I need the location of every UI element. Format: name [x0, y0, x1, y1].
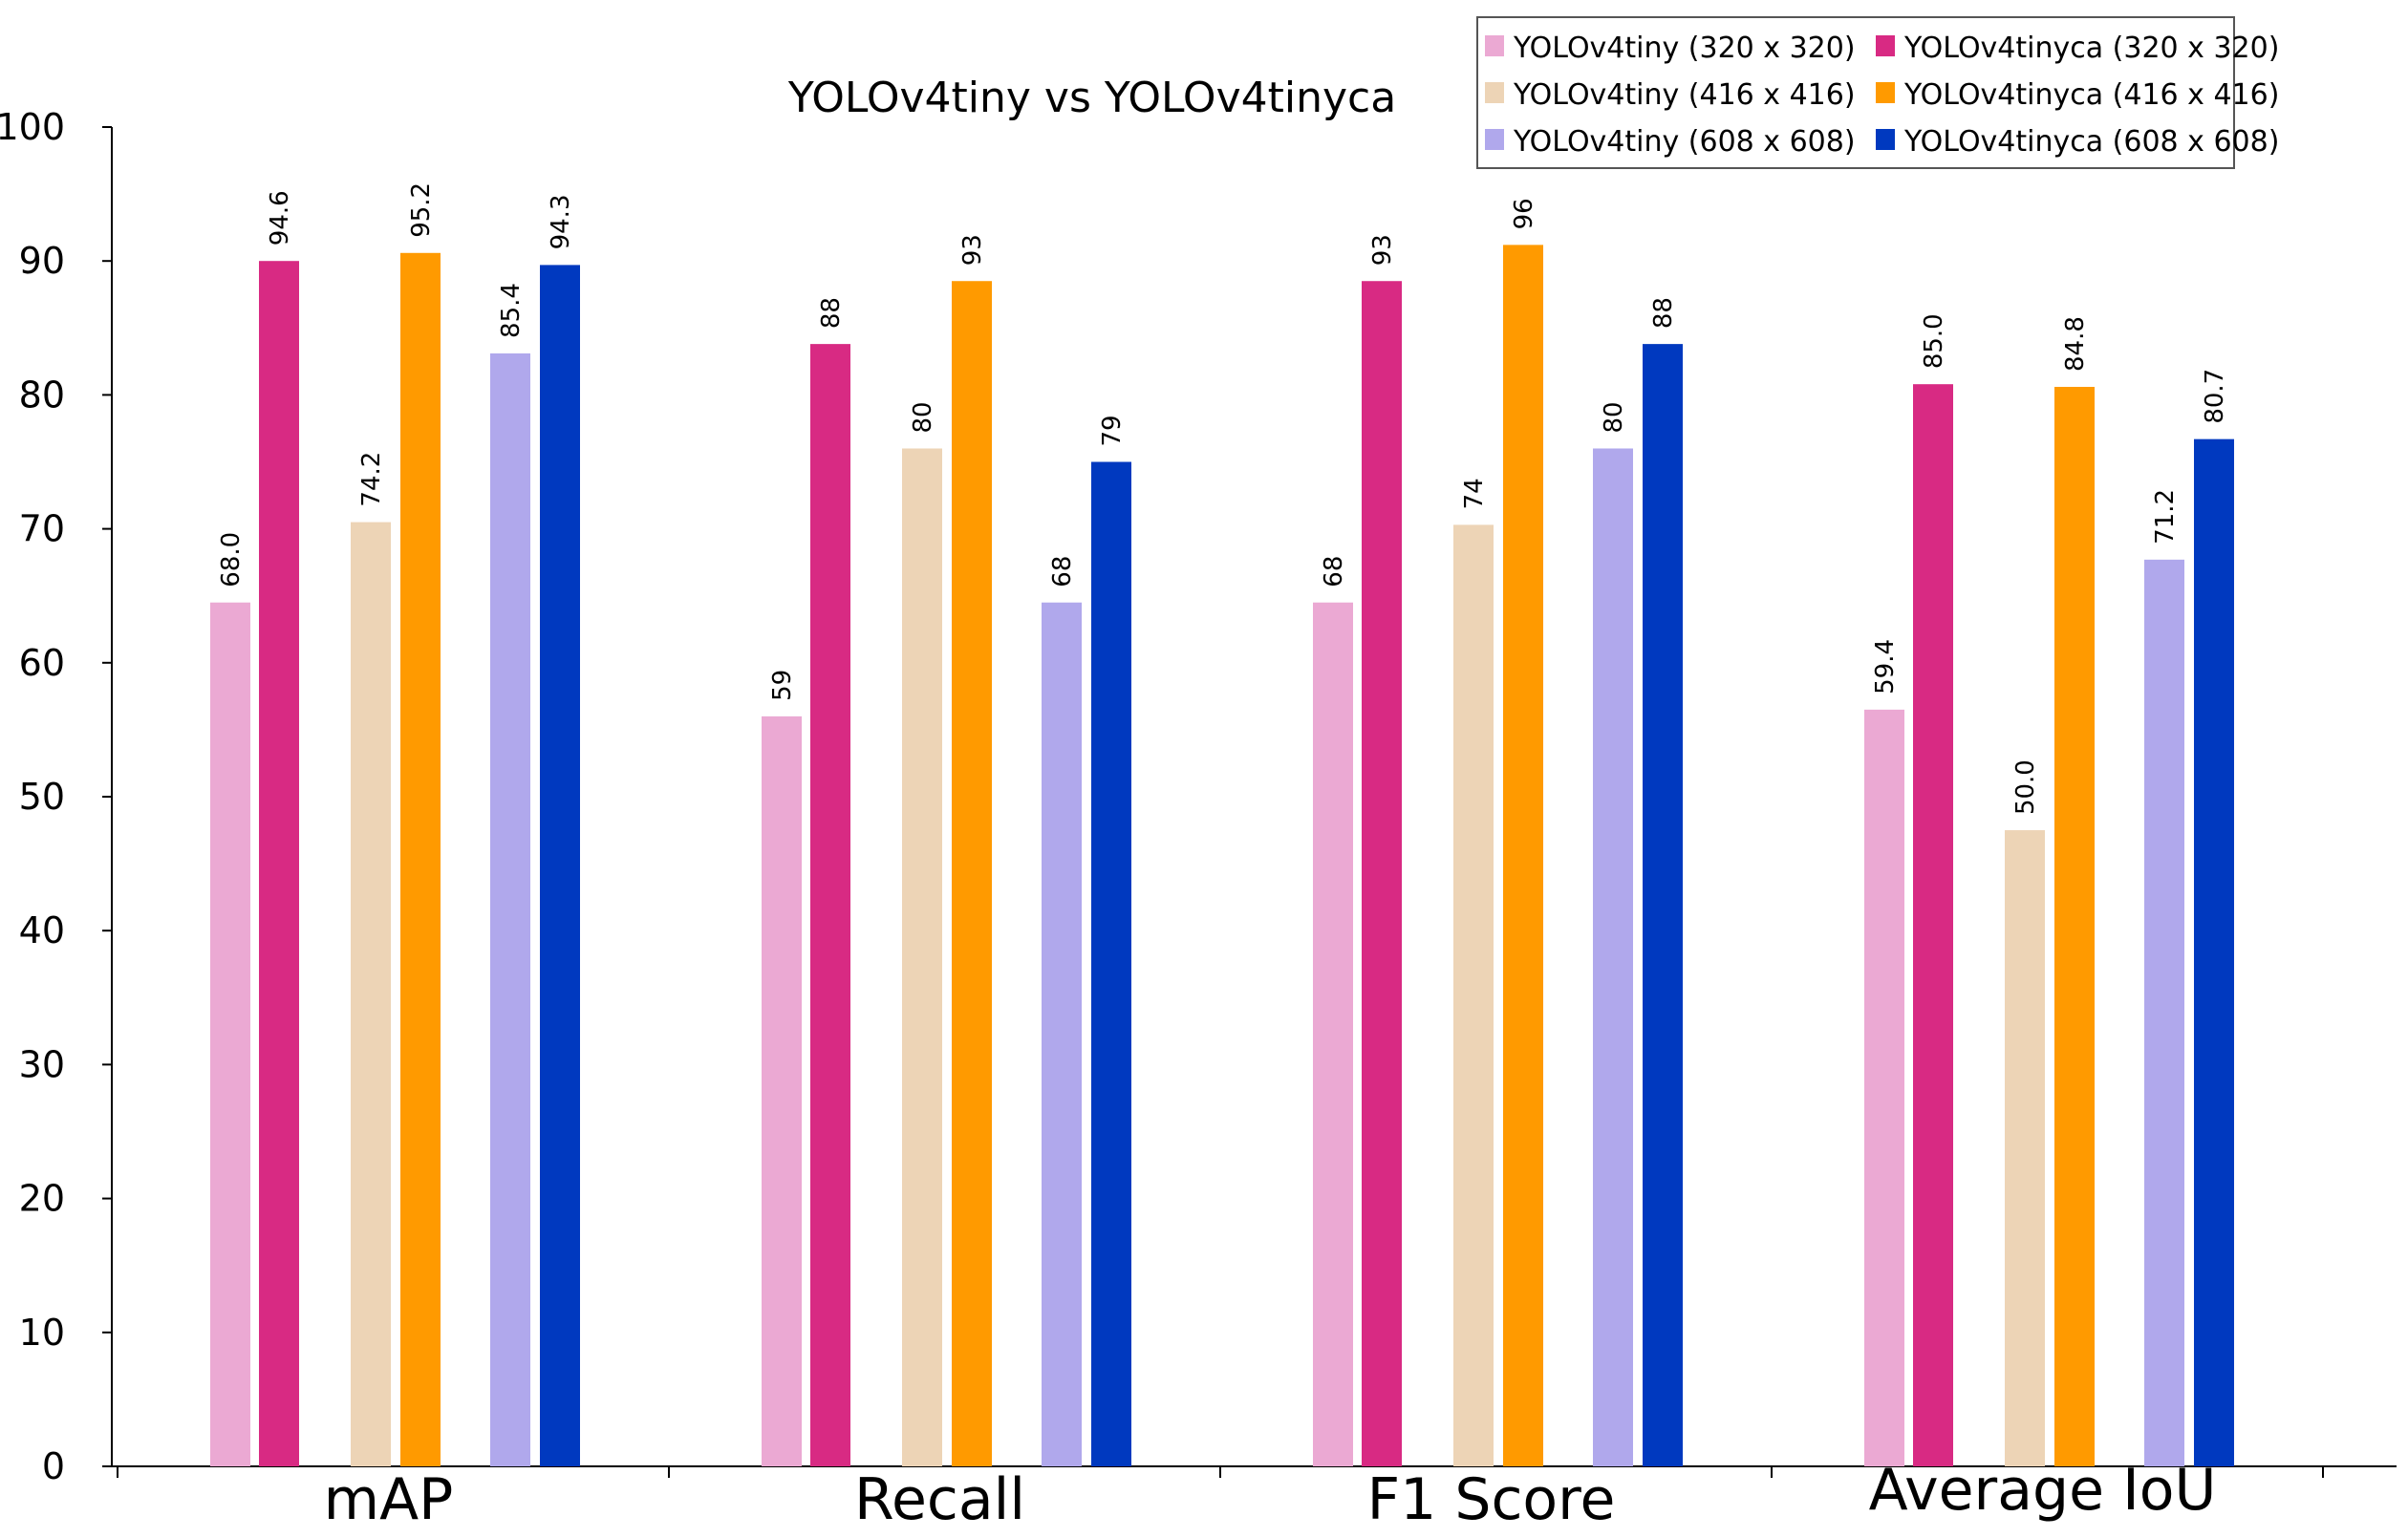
bar	[2194, 438, 2234, 1466]
data-label: 68.0	[217, 532, 246, 587]
category-label: mAP	[324, 1466, 454, 1533]
bar	[351, 522, 391, 1466]
legend-swatch	[1876, 82, 1895, 103]
legend-swatch	[1876, 129, 1895, 150]
legend-swatch	[1485, 82, 1504, 103]
bar	[2054, 386, 2095, 1466]
data-label: 96	[1510, 198, 1538, 229]
legend-swatch	[1876, 35, 1895, 56]
bar	[1643, 344, 1683, 1466]
data-label: 74.2	[357, 452, 386, 507]
chart-title: YOLOv4tiny vs YOLOv4tinyca	[787, 74, 1396, 122]
bar	[1503, 245, 1543, 1467]
bar	[540, 265, 580, 1466]
bar	[2005, 830, 2045, 1466]
bar	[1042, 602, 1082, 1466]
bar	[1362, 281, 1402, 1467]
legend: YOLOv4tiny (320 x 320) YOLOv4tinyca (320 …	[1476, 16, 2279, 169]
legend-label: YOLOv4tiny (320 x 320)	[1513, 32, 1856, 65]
legend-swatch	[1485, 35, 1504, 56]
legend-label: YOLOv4tinyca (416 x 416)	[1903, 78, 2279, 112]
bar	[1593, 448, 1633, 1467]
legend-label: YOLOv4tinyca (320 x 320)	[1903, 32, 2279, 65]
bar	[2144, 559, 2184, 1466]
data-label: 74	[1460, 478, 1489, 509]
y-tick-label: 80	[19, 374, 65, 416]
plot-area: 0 10 20 30 40 50 60 70 80 90 100 mAP Recall F1 Score A…	[0, 106, 2397, 1533]
y-tick-label: 90	[19, 240, 65, 282]
bar	[400, 252, 441, 1467]
category-label: F1 Score	[1367, 1466, 1616, 1533]
data-label: 59.4	[1871, 639, 1900, 694]
y-tick-label: 10	[19, 1312, 65, 1354]
data-label: 88	[817, 297, 846, 329]
bar	[259, 261, 299, 1467]
bar	[490, 352, 530, 1466]
legend-label: YOLOv4tinyca (608 x 608)	[1903, 125, 2279, 159]
bar	[1091, 461, 1131, 1466]
data-label: 80	[909, 401, 937, 433]
bar	[210, 602, 250, 1466]
data-label: 88	[1649, 297, 1678, 329]
data-label: 59	[768, 670, 797, 701]
data-label: 80.7	[2201, 369, 2229, 424]
data-label: 80	[1600, 401, 1628, 433]
data-label: 85.4	[497, 283, 526, 338]
legend-box	[1476, 16, 2235, 169]
data-label: 85.0	[1920, 313, 1948, 369]
y-tick-label: 30	[19, 1043, 65, 1085]
bar	[1864, 709, 1904, 1466]
y-tick-label: 100	[0, 106, 65, 148]
data-label: 79	[1098, 415, 1127, 446]
data-label: 94.3	[547, 195, 575, 250]
legend-swatch	[1485, 129, 1504, 150]
category-label: Average IoU	[1869, 1457, 2217, 1524]
data-label: 95.2	[407, 182, 436, 238]
legend-label: YOLOv4tiny (608 x 608)	[1513, 125, 1856, 159]
y-tick-label: 50	[19, 776, 65, 818]
y-tick-label: 70	[19, 508, 65, 550]
data-label: 84.8	[2061, 316, 2090, 372]
y-tick-label: 60	[19, 642, 65, 684]
data-label: 93	[958, 234, 987, 266]
bar	[1453, 524, 1494, 1466]
data-label: 71.2	[2151, 489, 2180, 545]
y-tick-label: 0	[42, 1445, 65, 1487]
data-label: 94.6	[266, 190, 294, 246]
data-label: 93	[1368, 234, 1397, 266]
bar	[952, 281, 992, 1467]
data-label: 50.0	[2011, 759, 2040, 815]
category-label: Recall	[854, 1466, 1025, 1533]
bar	[1913, 384, 1953, 1467]
legend-label: YOLOv4tiny (416 x 416)	[1513, 78, 1856, 112]
data-label: 68	[1320, 556, 1348, 587]
bar	[902, 448, 942, 1467]
bar	[762, 716, 802, 1466]
y-tick-label: 20	[19, 1178, 65, 1220]
bar	[1313, 602, 1353, 1466]
bar	[810, 344, 850, 1466]
data-label: 68	[1048, 556, 1077, 587]
y-tick-label: 40	[19, 909, 65, 951]
